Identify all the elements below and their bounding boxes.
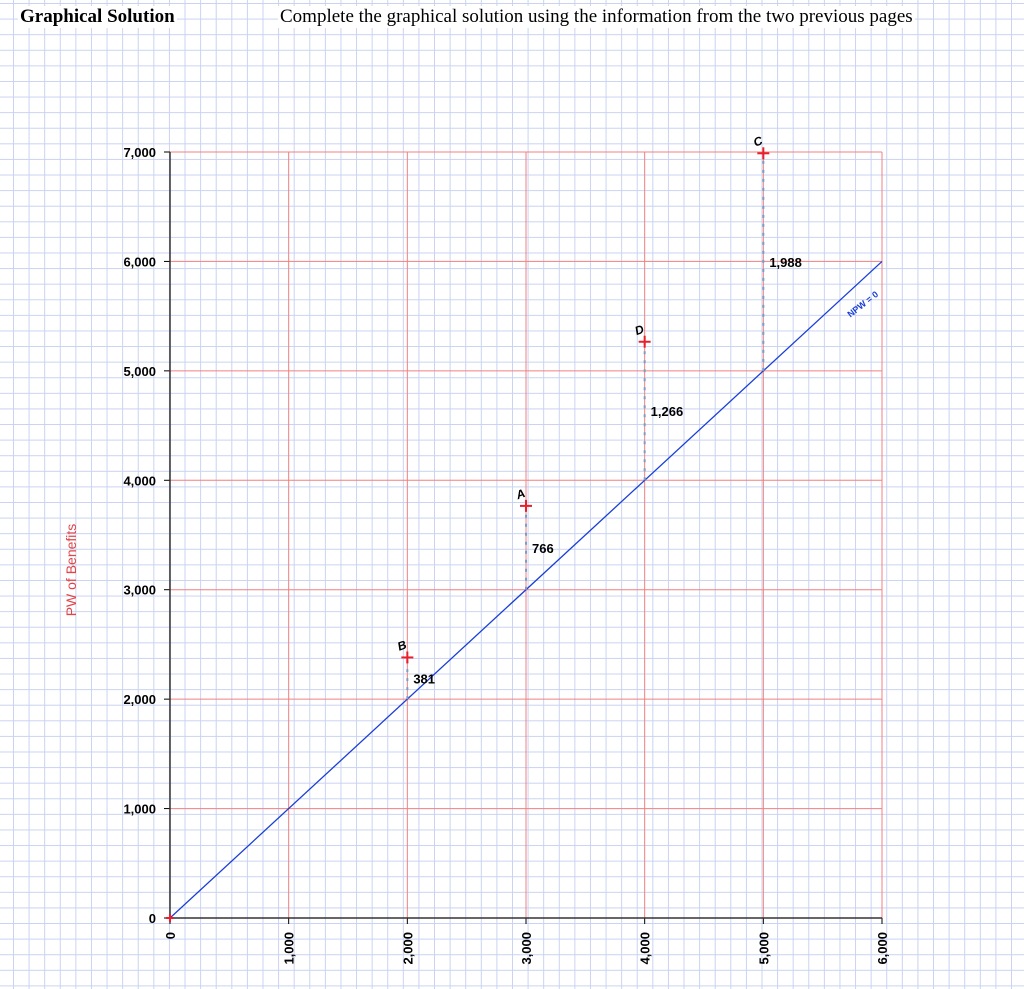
x-tick-label: 2,000 [400,932,415,965]
y-axis-label: PW of Benefits [63,524,79,617]
npw-line-label: NPW = 0 [845,289,880,319]
npw-value-a: 766 [532,541,554,556]
x-tick-label: 5,000 [756,932,771,965]
y-tick-label: 0 [149,911,156,926]
y-tick-label: 4,000 [123,473,156,488]
point-label-c: C [751,133,764,149]
point-label-d: D [633,322,646,338]
axes [164,151,883,924]
x-tick-label: 1,000 [282,932,297,965]
npw-value-d: 1,266 [651,404,684,419]
npw-value-c: 1,988 [769,255,802,270]
npw-gaps: 381 766 1,266 1,988 [406,153,802,700]
project-points: B A D C [166,133,770,922]
y-tick-label: 7,000 [123,145,156,160]
instructions-text: Complete the graphical solution using th… [278,6,915,28]
x-tick-label: 3,000 [519,932,534,965]
y-tick-label: 6,000 [123,254,156,269]
tick-labels: 0 1,000 2,000 3,000 4,000 5,000 6,000 7,000 0 1,0… [123,145,890,965]
y-tick-label: 3,000 [123,583,156,598]
x-tick-label: 0 [163,932,178,939]
y-tick-label: 2,000 [123,692,156,707]
npw-value-b: 381 [413,671,435,686]
y-tick-label: 5,000 [123,364,156,379]
npw-zero-line [169,260,883,919]
page-title: Graphical Solution [18,6,177,28]
x-tick-label: 6,000 [875,932,890,965]
point-label-b: B [395,638,408,654]
y-tick-label: 1,000 [123,802,156,817]
point-label-a: A [513,486,527,502]
x-tick-label: 4,000 [638,932,653,965]
